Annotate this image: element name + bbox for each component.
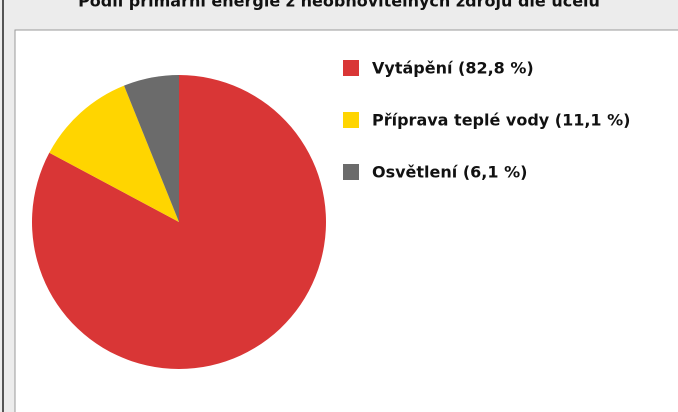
legend-swatch [343,164,359,180]
pie-slice [124,75,179,222]
pie-slice [31,75,327,369]
chart-title: Podíl primární energie z neobnovitelných… [78,0,600,11]
legend-swatch [343,112,359,128]
legend-label: Osvětlení (6,1 %) [372,163,527,182]
pie-slice [49,85,179,223]
legend-swatch [343,60,359,76]
pie [31,75,327,369]
legend: Vytápění (82,8 %) Příprava teplé vody (11… [343,59,630,182]
legend-label: Vytápění (82,8 %) [372,59,534,78]
legend-label: Příprava teplé vody (11,1 %) [372,111,630,130]
